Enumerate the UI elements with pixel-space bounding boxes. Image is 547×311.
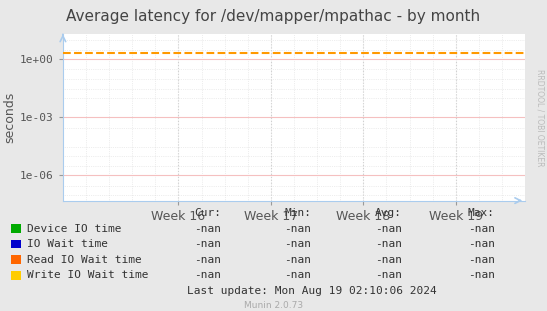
Text: -nan: -nan	[194, 239, 221, 249]
Text: Munin 2.0.73: Munin 2.0.73	[244, 301, 303, 310]
Text: Last update: Mon Aug 19 02:10:06 2024: Last update: Mon Aug 19 02:10:06 2024	[187, 286, 437, 296]
Text: Avg:: Avg:	[375, 208, 401, 218]
Text: RRDTOOL / TOBI OETIKER: RRDTOOL / TOBI OETIKER	[536, 69, 544, 167]
Text: Write IO Wait time: Write IO Wait time	[27, 270, 149, 280]
Text: Cur:: Cur:	[194, 208, 221, 218]
Text: -nan: -nan	[375, 239, 401, 249]
Text: IO Wait time: IO Wait time	[27, 239, 108, 249]
Text: -nan: -nan	[194, 255, 221, 265]
Text: -nan: -nan	[375, 270, 401, 280]
Text: -nan: -nan	[284, 270, 311, 280]
Text: -nan: -nan	[468, 224, 494, 234]
Text: Max:: Max:	[468, 208, 494, 218]
Text: -nan: -nan	[194, 224, 221, 234]
Text: -nan: -nan	[468, 255, 494, 265]
Text: -nan: -nan	[375, 255, 401, 265]
Text: -nan: -nan	[284, 224, 311, 234]
Text: Device IO time: Device IO time	[27, 224, 122, 234]
Text: -nan: -nan	[468, 239, 494, 249]
Text: -nan: -nan	[468, 270, 494, 280]
Text: Read IO Wait time: Read IO Wait time	[27, 255, 142, 265]
Text: -nan: -nan	[375, 224, 401, 234]
Y-axis label: seconds: seconds	[3, 92, 16, 143]
Text: -nan: -nan	[284, 255, 311, 265]
Text: -nan: -nan	[284, 239, 311, 249]
Text: -nan: -nan	[194, 270, 221, 280]
Text: Average latency for /dev/mapper/mpathac - by month: Average latency for /dev/mapper/mpathac …	[66, 9, 481, 24]
Text: Min:: Min:	[284, 208, 311, 218]
